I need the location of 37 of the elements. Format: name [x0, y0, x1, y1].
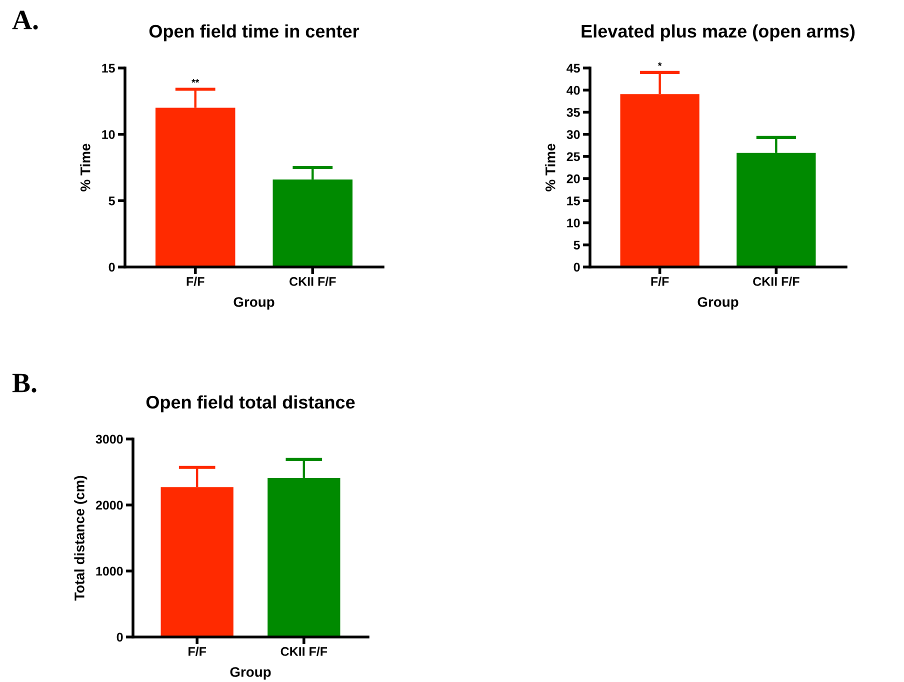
y-tick-label: 3000: [96, 434, 123, 444]
chart-title: Open field time in center: [149, 24, 360, 42]
text: *: [658, 62, 662, 66]
y-tick-label: 0: [108, 262, 115, 272]
y-tick-label: 40: [566, 86, 580, 95]
y-axis-title: Total distance (cm): [74, 476, 88, 601]
y-tick-label: 20: [566, 174, 580, 184]
y-tick-label: 15: [567, 196, 580, 206]
y-tick-label: 1000: [96, 566, 123, 576]
y-tick-label: 10: [567, 218, 580, 228]
text: B.: [12, 374, 36, 392]
annotation: **: [192, 79, 200, 83]
x-tick-label: F/F: [186, 276, 204, 286]
y-tick-label: 5: [574, 240, 580, 250]
y-tick-label: 0: [116, 632, 123, 642]
chart-title: Open field total distance: [146, 395, 355, 412]
y-tick-label: 0: [574, 262, 580, 272]
y-tick-label: 45: [566, 64, 580, 73]
x-tick-label: F/F: [651, 276, 669, 286]
y-tick-label: 35: [566, 108, 580, 117]
y-axis-title: % Time: [80, 144, 90, 192]
x-axis-title: Group: [234, 297, 274, 310]
x-axis-title: Group: [230, 667, 271, 680]
y-tick-label: 25: [566, 152, 580, 162]
y-tick-label: 30: [566, 130, 580, 140]
y-tick-label: 5: [108, 196, 115, 206]
y-tick-label: 2000: [96, 500, 123, 510]
chart-title: Elevated plus maze (open arms): [582, 24, 855, 42]
y-axis-title: % Time: [545, 144, 556, 192]
text: A.: [12, 10, 38, 30]
x-axis-title: Group: [698, 297, 738, 310]
y-tick-label: 15: [102, 64, 115, 73]
y-tick-label: 10: [102, 130, 115, 139]
x-tick-label: CKII F/F: [280, 646, 328, 656]
x-tick-label: CKII F/F: [753, 276, 800, 286]
x-tick-label: CKII F/F: [290, 276, 336, 286]
x-tick-label: F/F: [188, 646, 206, 656]
